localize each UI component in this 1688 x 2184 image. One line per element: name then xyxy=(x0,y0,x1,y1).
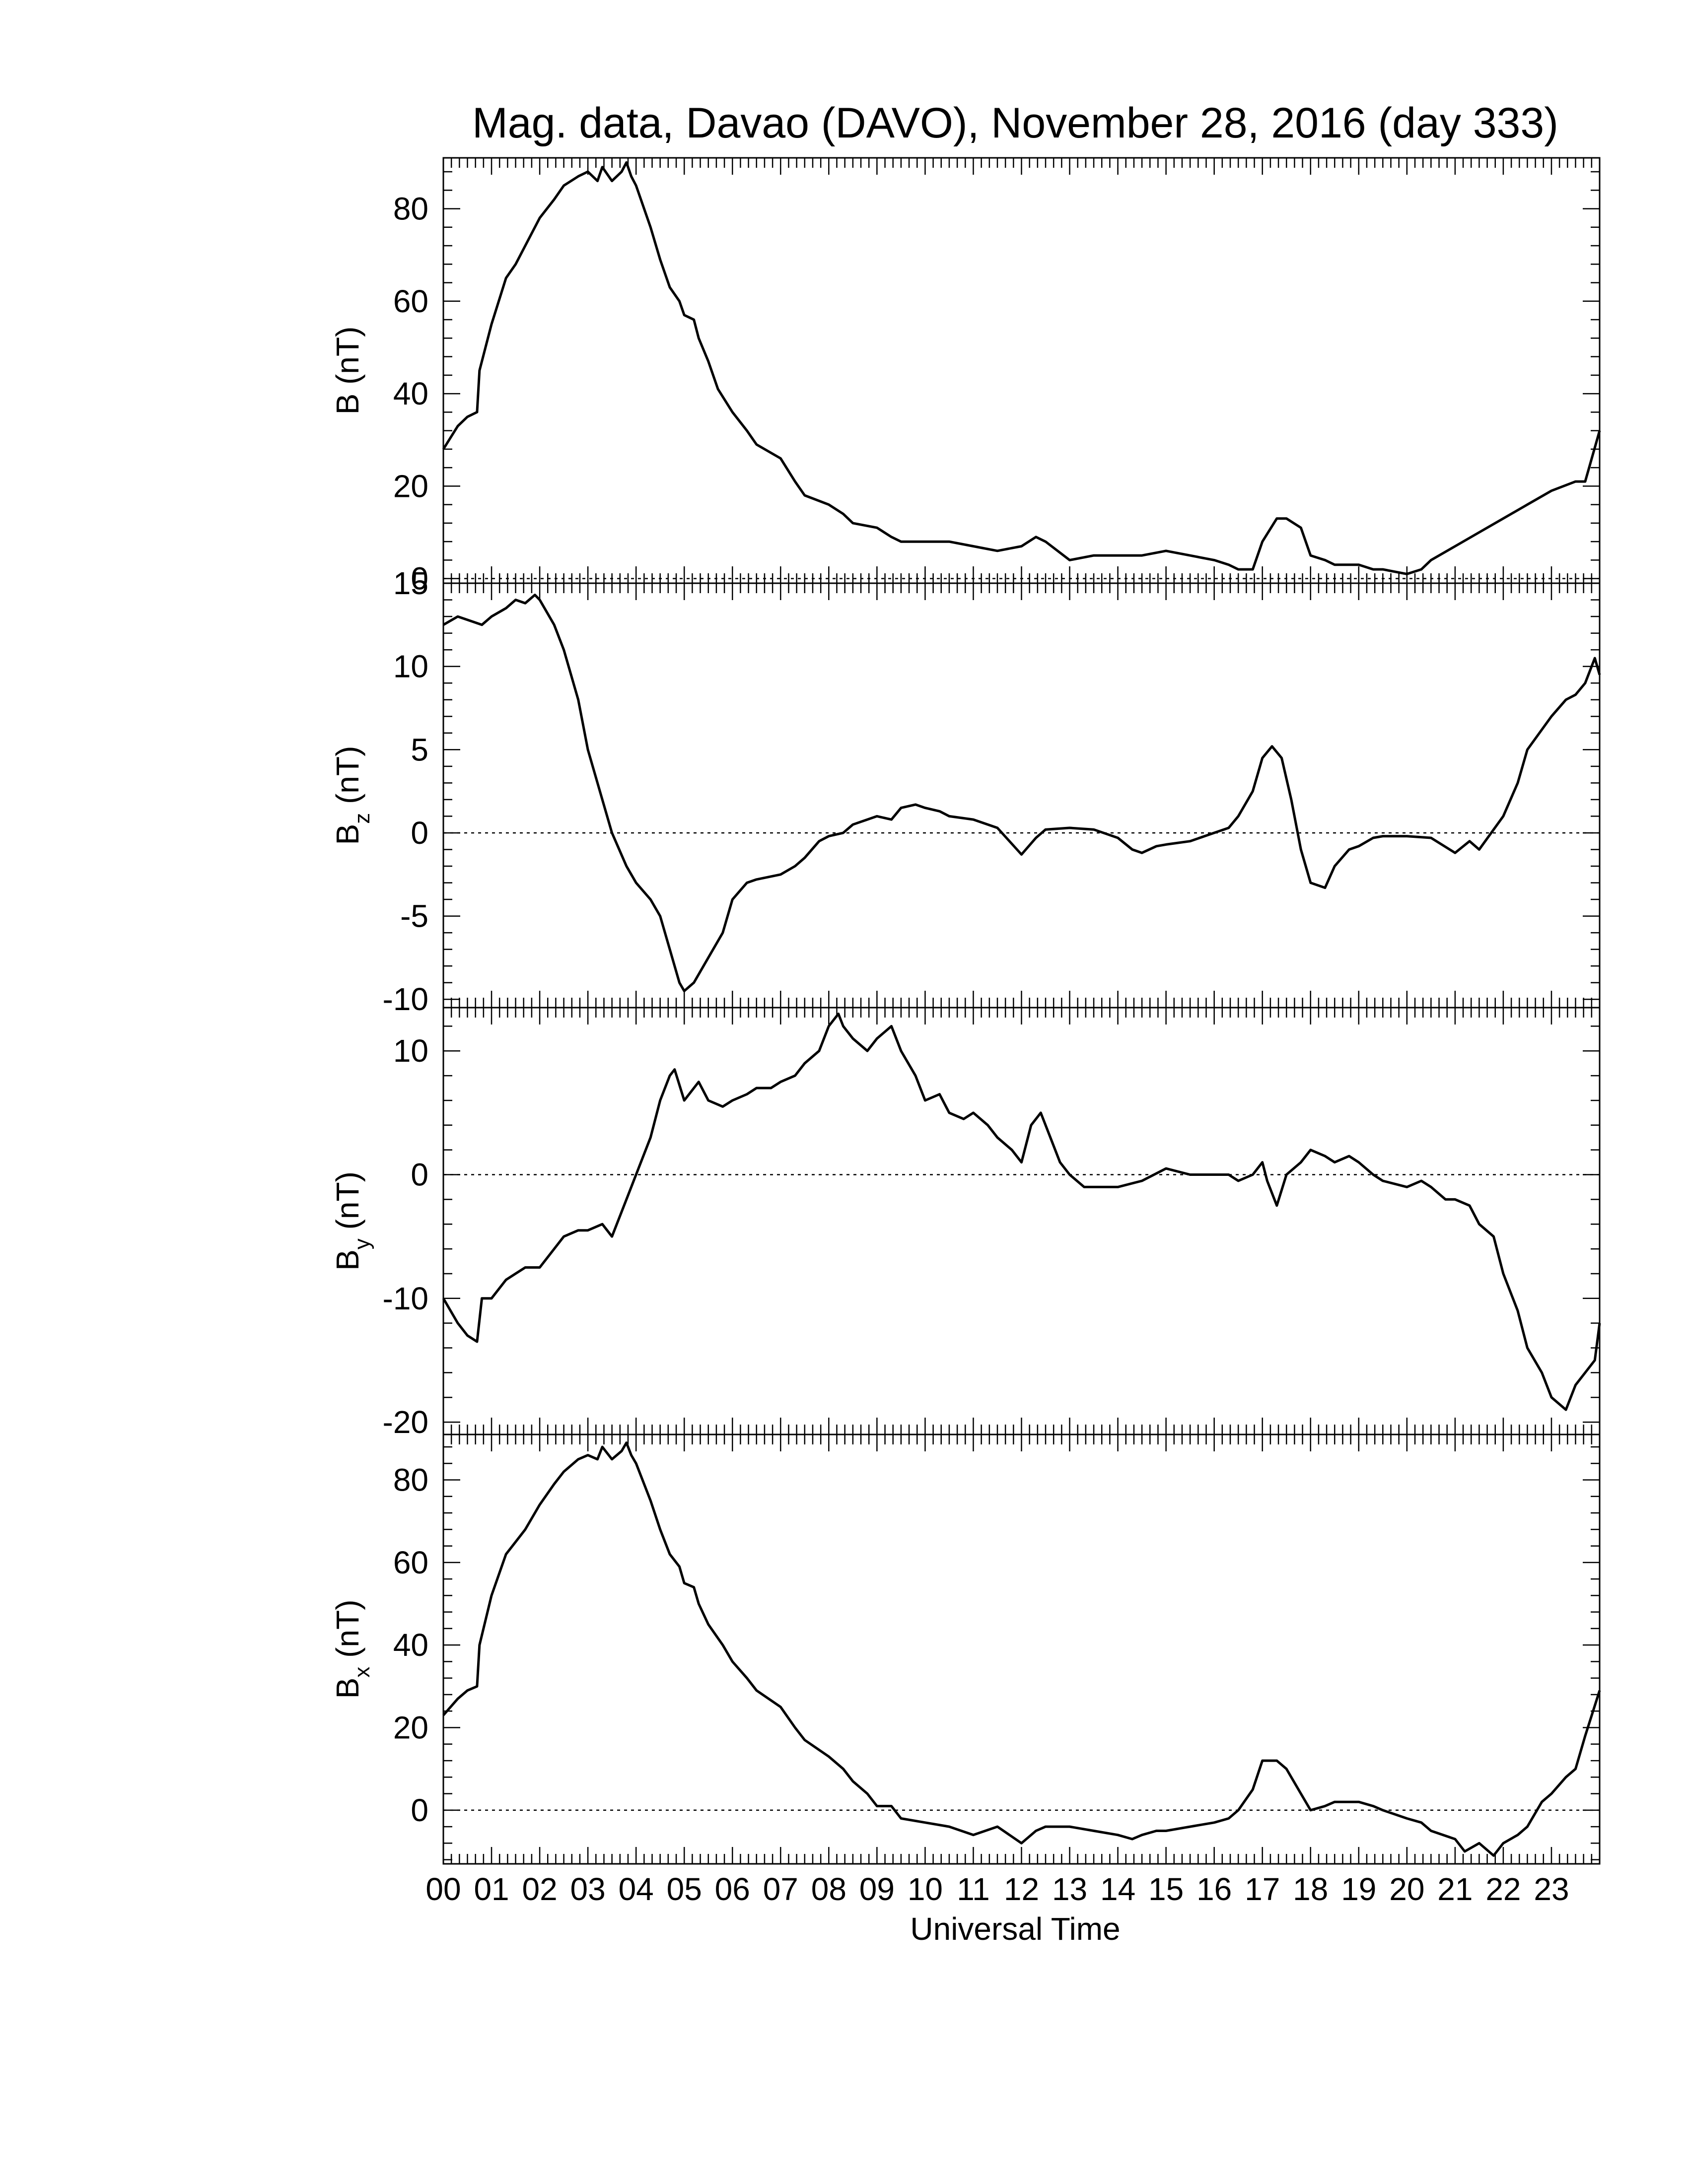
x-tick-label: 16 xyxy=(1196,1871,1232,1907)
x-tick-label: 06 xyxy=(715,1871,750,1907)
y-tick-label: 20 xyxy=(393,1710,428,1746)
y-tick-label: 20 xyxy=(393,468,428,504)
y-tick-label: 60 xyxy=(393,1545,428,1580)
x-tick-label: 22 xyxy=(1485,1871,1521,1907)
panel-frame xyxy=(442,582,1601,1009)
y-tick-label: 5 xyxy=(411,732,428,767)
y-axis-label: Bz (nT) xyxy=(330,746,374,845)
series-line xyxy=(442,161,1601,575)
x-tick-labels: 00 01 02 03 04 05 06 07 08 09 10 11 12 13 14 15 16 17 18 19… xyxy=(425,1871,1569,1907)
y-tick-label: 80 xyxy=(393,1462,428,1498)
y-tick-label: 0 xyxy=(411,815,428,851)
y-tick-label: 0 xyxy=(411,561,428,597)
series-line xyxy=(442,594,1601,992)
panel-frame xyxy=(442,157,1601,584)
x-tick-label: 13 xyxy=(1052,1871,1087,1907)
panel-2: -10 -5 0 5 10 15 Bz (nT) xyxy=(330,565,1601,1017)
x-tick-label: 11 xyxy=(957,1871,989,1907)
x-tick-label: 17 xyxy=(1245,1871,1280,1907)
x-tick-label: 12 xyxy=(1004,1871,1039,1907)
x-tick-label: 03 xyxy=(570,1871,606,1907)
x-tick-label: 01 xyxy=(474,1871,509,1907)
y-tick-label: 10 xyxy=(393,649,428,684)
x-tick-label: 08 xyxy=(811,1871,846,1907)
panel-4: 0 20 40 60 80 Bx (nT) xyxy=(330,1433,1601,1865)
y-tick-label: 0 xyxy=(411,1792,428,1828)
panel-frame xyxy=(442,1433,1601,1865)
y-ticks xyxy=(443,1025,1600,1423)
series-line xyxy=(442,1441,1601,1857)
y-tick-label: 40 xyxy=(393,376,428,411)
x-ticks xyxy=(442,1434,1601,1864)
y-axis-label: Bx (nT) xyxy=(330,1600,374,1699)
x-tick-label: 04 xyxy=(619,1871,654,1907)
y-ticks xyxy=(443,1446,1600,1860)
panel-1: 0 20 40 60 80 B (nT) xyxy=(330,157,1601,597)
panels-group: 0 20 40 60 80 B (nT) -10 -5 0 5 10 15 Bz (nT) -20 -10 0… xyxy=(330,157,1601,1865)
x-tick-label: 20 xyxy=(1389,1871,1424,1907)
y-tick-label: -10 xyxy=(383,981,429,1017)
x-tick-label: 02 xyxy=(522,1871,557,1907)
x-tick-label: 18 xyxy=(1293,1871,1328,1907)
y-tick-label: -5 xyxy=(400,898,428,934)
panel-3: -20 -10 0 10 By (nT) xyxy=(330,1007,1601,1440)
chart-title: Mag. data, Davao (DAVO), November 28, 20… xyxy=(472,99,1558,147)
y-axis-label: By (nT) xyxy=(330,1171,374,1271)
y-tick-label: 80 xyxy=(393,191,428,226)
x-tick-label: 21 xyxy=(1437,1871,1473,1907)
y-tick-label: -10 xyxy=(383,1281,429,1316)
x-tick-label: 19 xyxy=(1341,1871,1376,1907)
x-tick-label: 23 xyxy=(1534,1871,1569,1907)
y-ticks xyxy=(443,582,1600,1000)
y-tick-label: 15 xyxy=(393,565,428,601)
x-tick-label: 15 xyxy=(1148,1871,1184,1907)
y-tick-label: 0 xyxy=(411,1157,428,1193)
x-tick-label: 09 xyxy=(859,1871,895,1907)
x-tick-label: 14 xyxy=(1100,1871,1135,1907)
x-tick-label: 07 xyxy=(763,1871,798,1907)
x-ticks xyxy=(442,158,1601,583)
x-ticks xyxy=(442,583,1601,1008)
y-tick-label: 10 xyxy=(393,1033,428,1069)
x-axis-label: Universal Time xyxy=(910,1911,1120,1947)
y-tick-label: -20 xyxy=(383,1404,429,1440)
x-tick-label: 10 xyxy=(908,1871,943,1907)
y-ticks xyxy=(443,171,1600,579)
x-tick-label: 00 xyxy=(425,1871,461,1907)
x-ticks xyxy=(442,1008,1601,1434)
x-tick-label: 05 xyxy=(667,1871,702,1907)
y-tick-label: 60 xyxy=(393,283,428,319)
y-axis-label: B (nT) xyxy=(330,327,365,415)
series-line xyxy=(442,1013,1601,1411)
y-tick-label: 40 xyxy=(393,1627,428,1663)
